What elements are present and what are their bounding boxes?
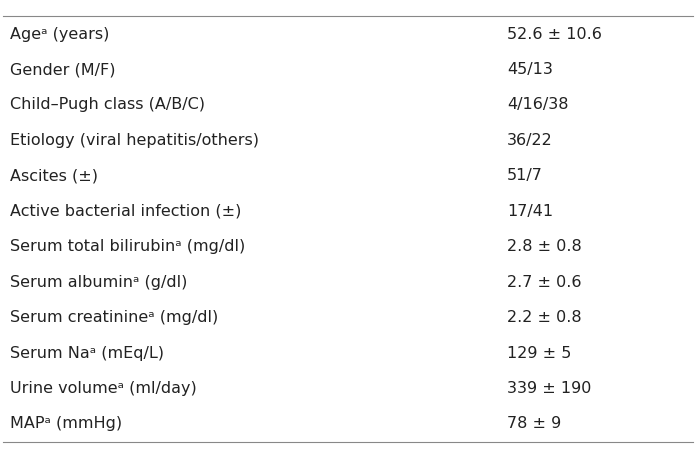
- Text: Child–Pugh class (A/B/C): Child–Pugh class (A/B/C): [10, 98, 205, 113]
- Text: 2.2 ± 0.8: 2.2 ± 0.8: [507, 310, 581, 325]
- Text: Active bacterial infection (±): Active bacterial infection (±): [10, 204, 241, 219]
- Text: 51/7: 51/7: [507, 169, 543, 183]
- Text: Serum total bilirubinᵃ (mg/dl): Serum total bilirubinᵃ (mg/dl): [10, 239, 245, 254]
- Text: Urine volumeᵃ (ml/day): Urine volumeᵃ (ml/day): [10, 381, 196, 396]
- Text: Serum creatinineᵃ (mg/dl): Serum creatinineᵃ (mg/dl): [10, 310, 218, 325]
- Text: Serum albuminᵃ (g/dl): Serum albuminᵃ (g/dl): [10, 275, 187, 289]
- Text: Gender (M/F): Gender (M/F): [10, 62, 115, 77]
- Text: 339 ± 190: 339 ± 190: [507, 381, 591, 396]
- Text: 129 ± 5: 129 ± 5: [507, 345, 571, 360]
- Text: 17/41: 17/41: [507, 204, 553, 219]
- Text: Etiology (viral hepatitis/others): Etiology (viral hepatitis/others): [10, 133, 259, 148]
- Text: 36/22: 36/22: [507, 133, 553, 148]
- Text: 52.6 ± 10.6: 52.6 ± 10.6: [507, 27, 601, 42]
- Text: 78 ± 9: 78 ± 9: [507, 416, 561, 431]
- Text: 4/16/38: 4/16/38: [507, 98, 569, 113]
- Text: 2.8 ± 0.8: 2.8 ± 0.8: [507, 239, 582, 254]
- Text: 45/13: 45/13: [507, 62, 553, 77]
- Text: 2.7 ± 0.6: 2.7 ± 0.6: [507, 275, 581, 289]
- Text: Ageᵃ (years): Ageᵃ (years): [10, 27, 109, 42]
- Text: Ascites (±): Ascites (±): [10, 169, 97, 183]
- Text: MAPᵃ (mmHg): MAPᵃ (mmHg): [10, 416, 122, 431]
- Text: Serum Naᵃ (mEq/L): Serum Naᵃ (mEq/L): [10, 345, 164, 360]
